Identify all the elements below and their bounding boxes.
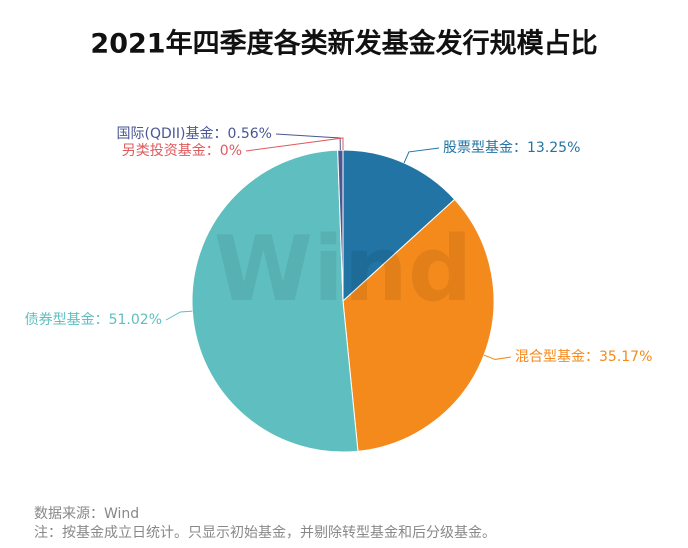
- note: 注：按基金成立日统计。只显示初始基金，并剔除转型基金和后分级基金。: [34, 524, 496, 541]
- slice-label: 另类投资基金：0%: [122, 142, 242, 159]
- slice-label: 股票型基金：13.25%: [443, 139, 580, 156]
- slice-label: 债券型基金：51.02%: [25, 311, 162, 328]
- leader-line: [403, 147, 440, 164]
- leader-line: [275, 133, 341, 151]
- source: 数据来源：Wind: [34, 506, 139, 522]
- chart-title: 2021年四季度各类新发基金发行规模占比: [90, 28, 597, 60]
- leader-line: [165, 310, 193, 321]
- slice-label: 国际(QDII)基金：0.56%: [117, 125, 272, 142]
- pie: [191, 149, 495, 453]
- slice-label: 混合型基金：35.17%: [515, 348, 652, 365]
- pie-slice: [191, 149, 359, 453]
- leader-line: [245, 137, 344, 152]
- watermark: Wind: [214, 217, 473, 322]
- pie-slice: [342, 198, 495, 452]
- pie-slice: [342, 149, 456, 303]
- leader-line: [483, 354, 512, 360]
